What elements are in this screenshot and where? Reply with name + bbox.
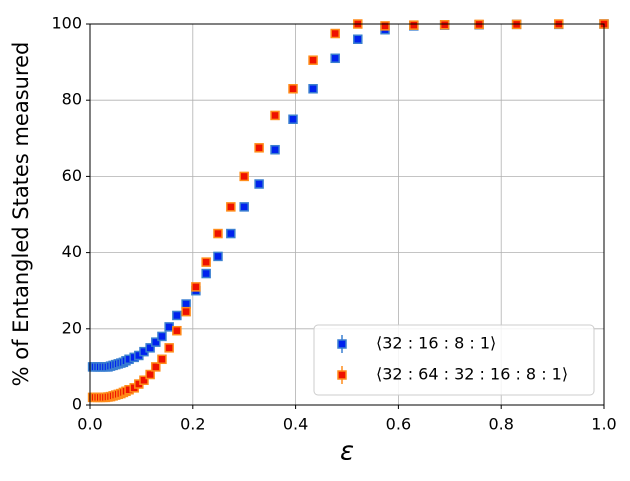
x-tick-label: 0.6 [386, 415, 411, 434]
y-tick-label: 0 [72, 395, 82, 414]
marker [145, 369, 155, 380]
x-tick-label: 0.2 [180, 415, 205, 434]
marker [172, 325, 182, 336]
x-tick-label: 0.0 [77, 415, 102, 434]
marker [409, 20, 419, 30]
marker [353, 34, 363, 44]
marker [254, 179, 264, 189]
marker [151, 337, 161, 347]
marker [308, 84, 318, 94]
marker [201, 257, 211, 267]
x-tick-label: 0.8 [488, 415, 513, 434]
legend-label: ⟨32 : 64 : 32 : 16 : 8 : 1⟩ [376, 365, 568, 384]
marker [239, 202, 249, 212]
marker [213, 228, 223, 239]
plot-frame [89, 23, 605, 406]
marker [181, 299, 191, 309]
y-tick-label: 80 [62, 90, 82, 109]
marker [330, 28, 340, 39]
x-axis-label: ε [340, 437, 354, 467]
legend-marker [337, 339, 347, 349]
marker [191, 282, 201, 292]
marker [288, 114, 298, 124]
legend-box [313, 324, 595, 396]
x-tick-label: 1.0 [591, 415, 616, 434]
marker [254, 143, 264, 153]
marker [330, 53, 340, 64]
marker [226, 228, 236, 239]
marker [172, 310, 182, 321]
marker [139, 375, 149, 385]
marker [308, 55, 318, 65]
marker [226, 202, 236, 212]
marker [270, 144, 280, 155]
marker [288, 84, 298, 94]
legend-label: ⟨32 : 16 : 8 : 1⟩ [376, 334, 496, 353]
y-tick-label: 20 [62, 318, 82, 337]
marker [164, 343, 174, 353]
marker [213, 251, 223, 262]
marker [239, 171, 249, 182]
y-axis-label: % of Entangled States measured [9, 42, 33, 387]
marker [157, 354, 167, 365]
y-tick-label: 60 [62, 166, 82, 185]
x-tick-label: 0.4 [283, 415, 308, 434]
marker [157, 331, 167, 342]
marker [270, 110, 280, 121]
legend: ⟨32 : 16 : 8 : 1⟩ ⟨32 : 64 : 32 : 16 : 8 … [313, 324, 595, 396]
marker [164, 322, 174, 332]
marker [151, 362, 161, 372]
y-tick-label: 100 [51, 14, 82, 33]
y-tick-label: 40 [62, 242, 82, 261]
marker [380, 21, 390, 31]
legend-marker [337, 370, 347, 380]
marker [181, 306, 191, 317]
marker [145, 343, 155, 353]
marker [439, 20, 450, 30]
marker [201, 268, 211, 279]
